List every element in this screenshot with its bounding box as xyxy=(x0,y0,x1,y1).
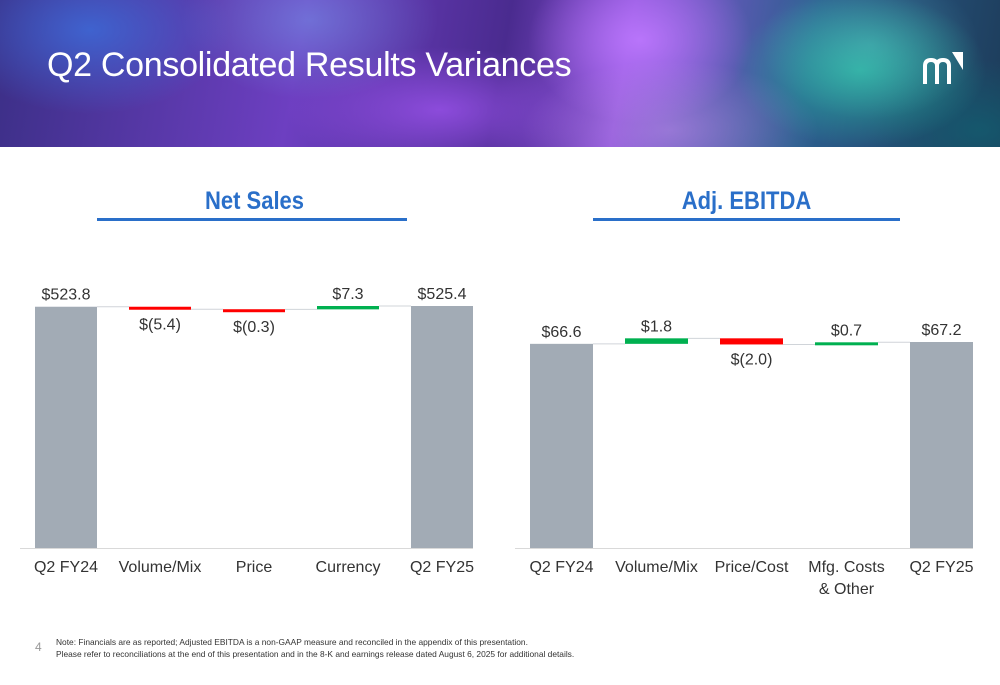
adj-ebitda-bar-4 xyxy=(910,342,973,548)
net-sales-value-label-3: $7.3 xyxy=(332,286,363,303)
adj-ebitda-category-label-3: Mfg. Costs & Other xyxy=(808,559,884,598)
net-sales-bar-3 xyxy=(317,306,379,310)
net-sales-bar-1 xyxy=(129,306,191,310)
adj-ebitda-value-label-4: $67.2 xyxy=(921,322,961,339)
net-sales-category-label-0: Q2 FY24 xyxy=(34,559,98,576)
adj-ebitda-category-label-1: Volume/Mix xyxy=(615,559,698,576)
header-banner: Q2 Consolidated Results Variances xyxy=(0,0,1000,147)
net-sales-title-rule xyxy=(97,218,407,221)
footnote: Note: Financials are as reported; Adjust… xyxy=(56,636,574,660)
adj-ebitda-category-label-4: Q2 FY25 xyxy=(909,559,973,576)
adj-ebitda-title: Adj. EBITDA xyxy=(681,187,812,215)
net-sales-category-label-3: Currency xyxy=(316,559,381,576)
footnote-line-1: Note: Financials are as reported; Adjust… xyxy=(56,637,528,647)
adj-ebitda-bar-2 xyxy=(720,338,783,345)
adj-ebitda-waterfall-chart: $66.6 $1.8 $(2.0) $0.7 $67.2 Q2 FY24 Volume/Mi… xyxy=(515,318,974,598)
net-sales-value-label-0: $523.8 xyxy=(42,287,91,304)
net-sales-value-label-2: $(0.3) xyxy=(233,319,275,336)
adj-ebitda-bar-0 xyxy=(530,343,593,548)
net-sales-category-label-2: Price xyxy=(236,559,273,576)
net-sales-waterfall-chart: $523.8 $(5.4) $(0.3) $7.3 $525.4 Q2 FY24 Volum… xyxy=(20,286,474,576)
net-sales-category-label-4: Q2 FY25 xyxy=(410,559,474,576)
adj-ebitda-value-label-0: $66.6 xyxy=(541,324,581,341)
adj-ebitda-category-label-2: Price/Cost xyxy=(715,559,789,576)
net-sales-category-label-1: Volume/Mix xyxy=(119,559,202,576)
m-logo-icon xyxy=(923,52,963,84)
net-sales-value-label-4: $525.4 xyxy=(418,286,467,303)
adj-ebitda-category-label-0: Q2 FY24 xyxy=(529,559,593,576)
net-sales-bar-2 xyxy=(223,309,285,313)
adj-ebitda-value-label-3: $0.7 xyxy=(831,322,862,339)
net-sales-bar-0 xyxy=(35,306,97,548)
page-title: Q2 Consolidated Results Variances xyxy=(47,46,572,84)
adj-ebitda-value-label-1: $1.8 xyxy=(641,318,672,335)
adj-ebitda-bar-3 xyxy=(815,342,878,346)
net-sales-value-label-1: $(5.4) xyxy=(139,317,181,334)
adj-ebitda-value-label-2: $(2.0) xyxy=(731,351,773,368)
adj-ebitda-bar-1 xyxy=(625,338,688,344)
page-number: 4 xyxy=(35,640,42,654)
net-sales-title: Net Sales xyxy=(204,187,305,215)
adj-ebitda-title-rule xyxy=(593,218,900,221)
footnote-line-2: Please refer to reconciliations at the e… xyxy=(56,649,575,659)
net-sales-bar-4 xyxy=(411,306,473,548)
